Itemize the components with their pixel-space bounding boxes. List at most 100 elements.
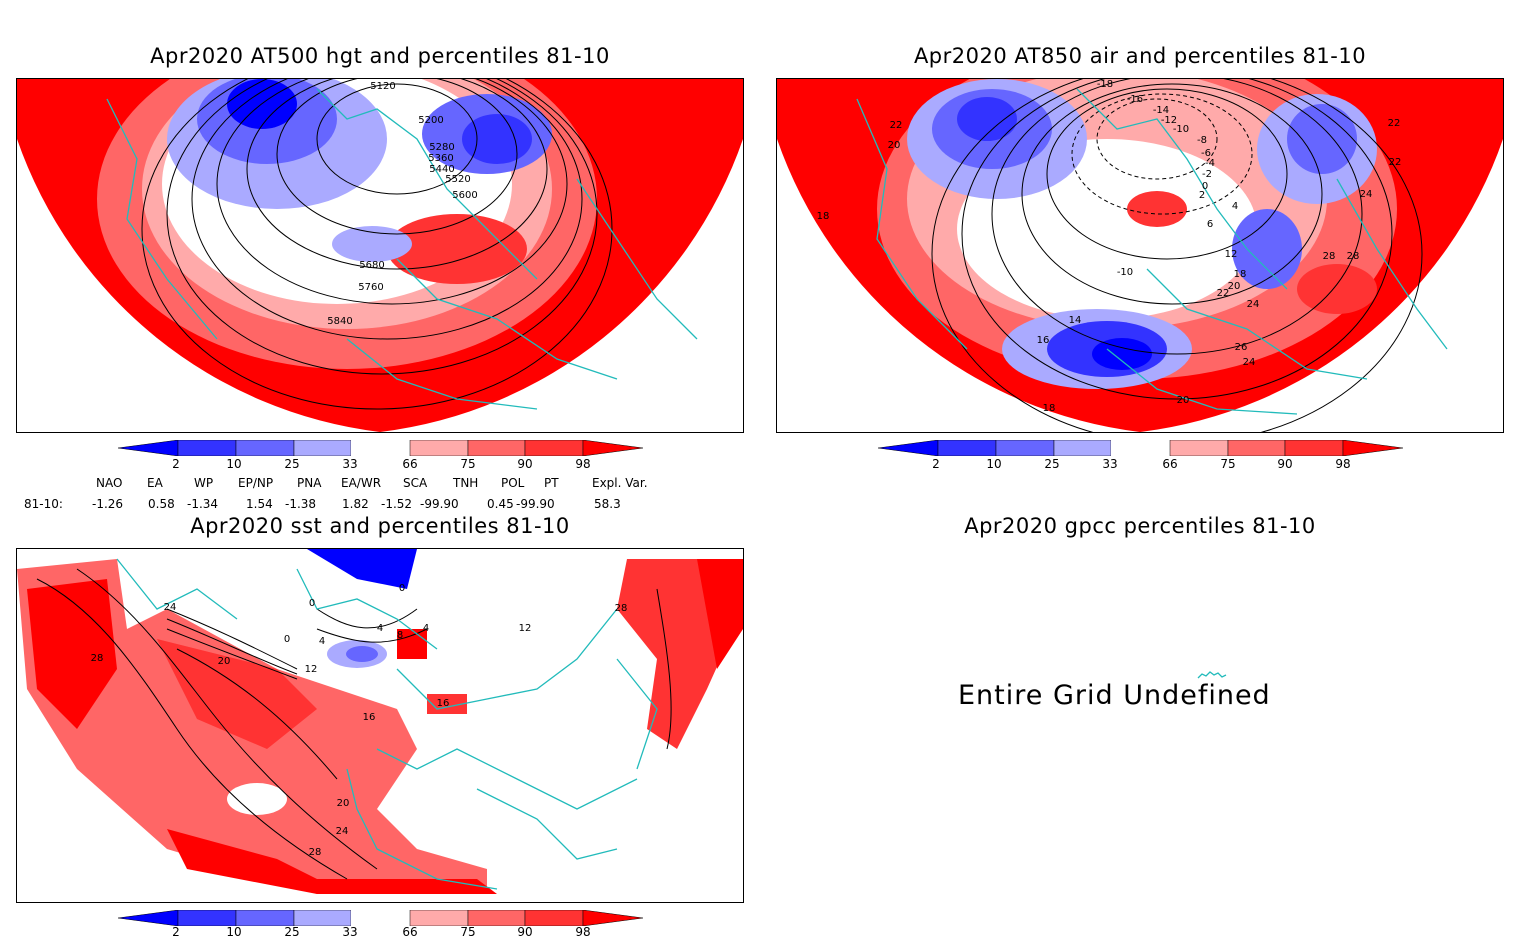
contour-label: 24 <box>164 602 177 613</box>
index-value: -99.90 <box>420 497 459 511</box>
contour-label: -18 <box>1097 79 1113 90</box>
contour-label: 12 <box>519 623 532 634</box>
contour-label: 16 <box>1037 335 1050 346</box>
contour-label: -16 <box>1127 94 1143 105</box>
index-value: -1.34 <box>187 497 219 511</box>
colorbar-tick: 75 <box>1220 457 1236 471</box>
panel-title-gpcc: Apr2020 gpcc percentiles 81-10 <box>964 514 1316 538</box>
colorbar-tick: 2 <box>172 457 180 471</box>
index-value: 1.54 <box>246 497 273 511</box>
contour-label: 24 <box>1360 189 1373 200</box>
contour-label: 22 <box>1389 157 1402 168</box>
contour-label: 4 <box>1232 201 1238 212</box>
index-header: Expl. Var. <box>592 476 648 490</box>
contour-label: 5680 <box>359 260 384 271</box>
contour-label: 22 <box>1388 118 1401 129</box>
contour-label: 0 <box>1202 181 1208 192</box>
index-header: NAO <box>96 476 123 490</box>
contour-label: -10 <box>1173 124 1189 135</box>
contour-label: 0 <box>309 598 315 609</box>
contour-label: 20 <box>1177 395 1190 406</box>
colorbar-tick: 98 <box>575 925 591 939</box>
contour-label: 28 <box>1347 251 1360 262</box>
contour-label: 5280 <box>429 142 454 153</box>
colorbar-air <box>877 439 1404 457</box>
colorbar-tick: 90 <box>517 925 533 939</box>
contour-label: 12 <box>305 664 318 675</box>
index-value: 0.58 <box>148 497 175 511</box>
contour-label: 5360 <box>428 153 453 164</box>
contour-label: 4 <box>423 623 429 634</box>
contour-label: -12 <box>1161 115 1177 126</box>
contour-label: 20 <box>888 140 901 151</box>
colorbar-tick: 10 <box>226 457 242 471</box>
index-header: EA/WR <box>341 476 382 490</box>
contour-label: 28 <box>91 653 104 664</box>
contour-label: 22 <box>1217 288 1230 299</box>
colorbar-tick: 10 <box>226 925 242 939</box>
colorbar-sst <box>117 909 644 927</box>
colorbar-tick: 98 <box>1335 457 1351 471</box>
contour-label: 12 <box>1225 249 1238 260</box>
panel-title-air: Apr2020 AT850 air and percentiles 81-10 <box>913 44 1367 68</box>
index-value: 58.3 <box>594 497 621 511</box>
index-header: SCA <box>403 476 428 490</box>
contour-label: -10 <box>1117 267 1133 278</box>
colorbar-tick: 66 <box>402 925 418 939</box>
contour-label: 20 <box>337 798 350 809</box>
contour-label: 5200 <box>418 115 443 126</box>
panel-title-hgt: Apr2020 AT500 hgt and percentiles 81-10 <box>150 44 610 68</box>
colorbar-tick: 2 <box>172 925 180 939</box>
contour-label: 8 <box>397 630 403 641</box>
colorbar-tick: 75 <box>460 457 476 471</box>
index-value: 0.45 <box>487 497 514 511</box>
index-value: -1.38 <box>285 497 317 511</box>
contour-label: 4 <box>319 636 325 647</box>
colorbar-tick: 25 <box>284 457 300 471</box>
contour-label: 24 <box>336 826 349 837</box>
index-value: 1.82 <box>342 497 369 511</box>
contour-label: 5840 <box>327 316 352 327</box>
index-row-label: 81-10: <box>24 497 63 511</box>
contour-label: 2 <box>1199 190 1205 201</box>
contour-label: 22 <box>890 120 903 131</box>
undefined-grid-message: Entire Grid Undefined <box>958 680 1271 711</box>
contour-label: -8 <box>1197 135 1207 146</box>
map-hgt: 5120 5200 5280 5360 5440 5520 5600 5680 … <box>16 78 744 433</box>
contour-label: 16 <box>363 712 376 723</box>
colorbar-tick: 2 <box>932 457 940 471</box>
colorbar-tick: 66 <box>402 457 418 471</box>
contour-label: 5120 <box>370 81 395 92</box>
contour-label: 28 <box>309 847 322 858</box>
contour-label: 14 <box>1069 315 1082 326</box>
index-header: EP/NP <box>238 476 274 490</box>
contour-label: 26 <box>1235 342 1248 353</box>
colorbar-tick: 90 <box>517 457 533 471</box>
colorbar-hgt <box>117 439 644 457</box>
contour-label: -14 <box>1153 105 1169 116</box>
index-header: POL <box>501 476 525 490</box>
contour-label: 20 <box>218 656 231 667</box>
contour-label: 18 <box>1234 269 1247 280</box>
index-header: PT <box>544 476 559 490</box>
colorbar-tick: 33 <box>342 457 358 471</box>
map-air: -18 -16 -14 -12 -10 -8 -6 -4 -2 0 2 4 6 … <box>776 78 1504 433</box>
index-header: WP <box>194 476 214 490</box>
contour-label: 5440 <box>429 164 454 175</box>
contour-label: -2 <box>1202 169 1212 180</box>
contour-label: 16 <box>437 698 450 709</box>
contour-label: 0 <box>399 583 405 594</box>
contour-label: 18 <box>817 211 830 222</box>
contour-label: 18 <box>1043 403 1056 414</box>
colorbar-tick: 33 <box>342 925 358 939</box>
contour-label: -6 <box>1201 148 1211 159</box>
panel-title-sst: Apr2020 sst and percentiles 81-10 <box>190 514 570 538</box>
contour-label: 5600 <box>452 190 477 201</box>
contour-label: 28 <box>1323 251 1336 262</box>
index-header: EA <box>147 476 163 490</box>
contour-label: 0 <box>284 634 290 645</box>
colorbar-tick: 90 <box>1277 457 1293 471</box>
contour-label: -4 <box>1205 158 1215 169</box>
index-header: PNA <box>297 476 322 490</box>
contour-label: 20 <box>1228 281 1241 292</box>
